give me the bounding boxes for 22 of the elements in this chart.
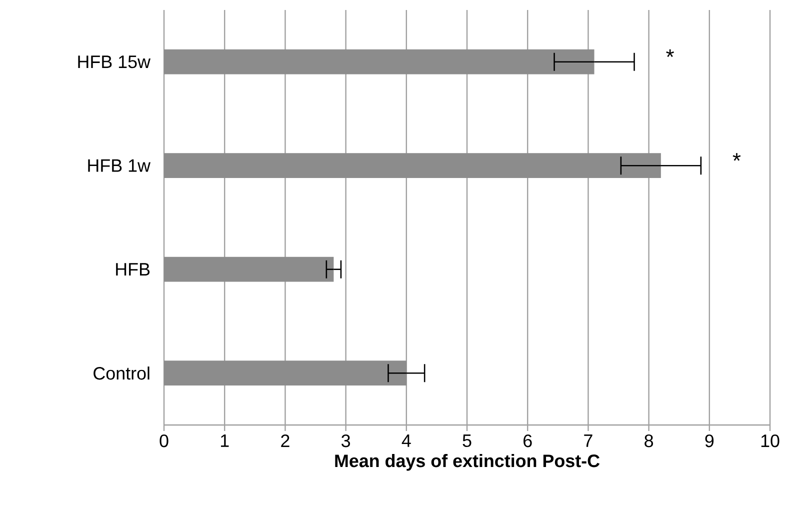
x-tick-label: 6 (524, 434, 532, 448)
y-tick-label: HFB 1w (88, 159, 151, 172)
x-tick-label: 4 (402, 434, 411, 447)
y-tick-label: Control (94, 366, 150, 380)
x-tick-label: 9 (705, 434, 714, 448)
annotation: * (732, 153, 741, 161)
x-tick-label: 0 (160, 434, 168, 448)
bar (164, 49, 594, 74)
bar (164, 360, 406, 386)
x-tick-label: 1 (220, 434, 229, 447)
annotation: * (666, 49, 674, 58)
bar (164, 153, 661, 178)
x-tick-label: 10 (761, 434, 780, 448)
x-axis-title: Mean days of extinction Post-C (335, 454, 600, 471)
x-tick-label: 8 (644, 434, 654, 448)
x-tick-label: 2 (281, 434, 290, 448)
x-tick-label: 3 (342, 434, 350, 448)
bar (164, 256, 334, 282)
x-tick-label: 5 (462, 434, 472, 448)
x-tick-label: 7 (584, 434, 592, 447)
y-tick-label: HFB (116, 263, 150, 276)
y-tick-label: HFB 15w (78, 56, 151, 68)
